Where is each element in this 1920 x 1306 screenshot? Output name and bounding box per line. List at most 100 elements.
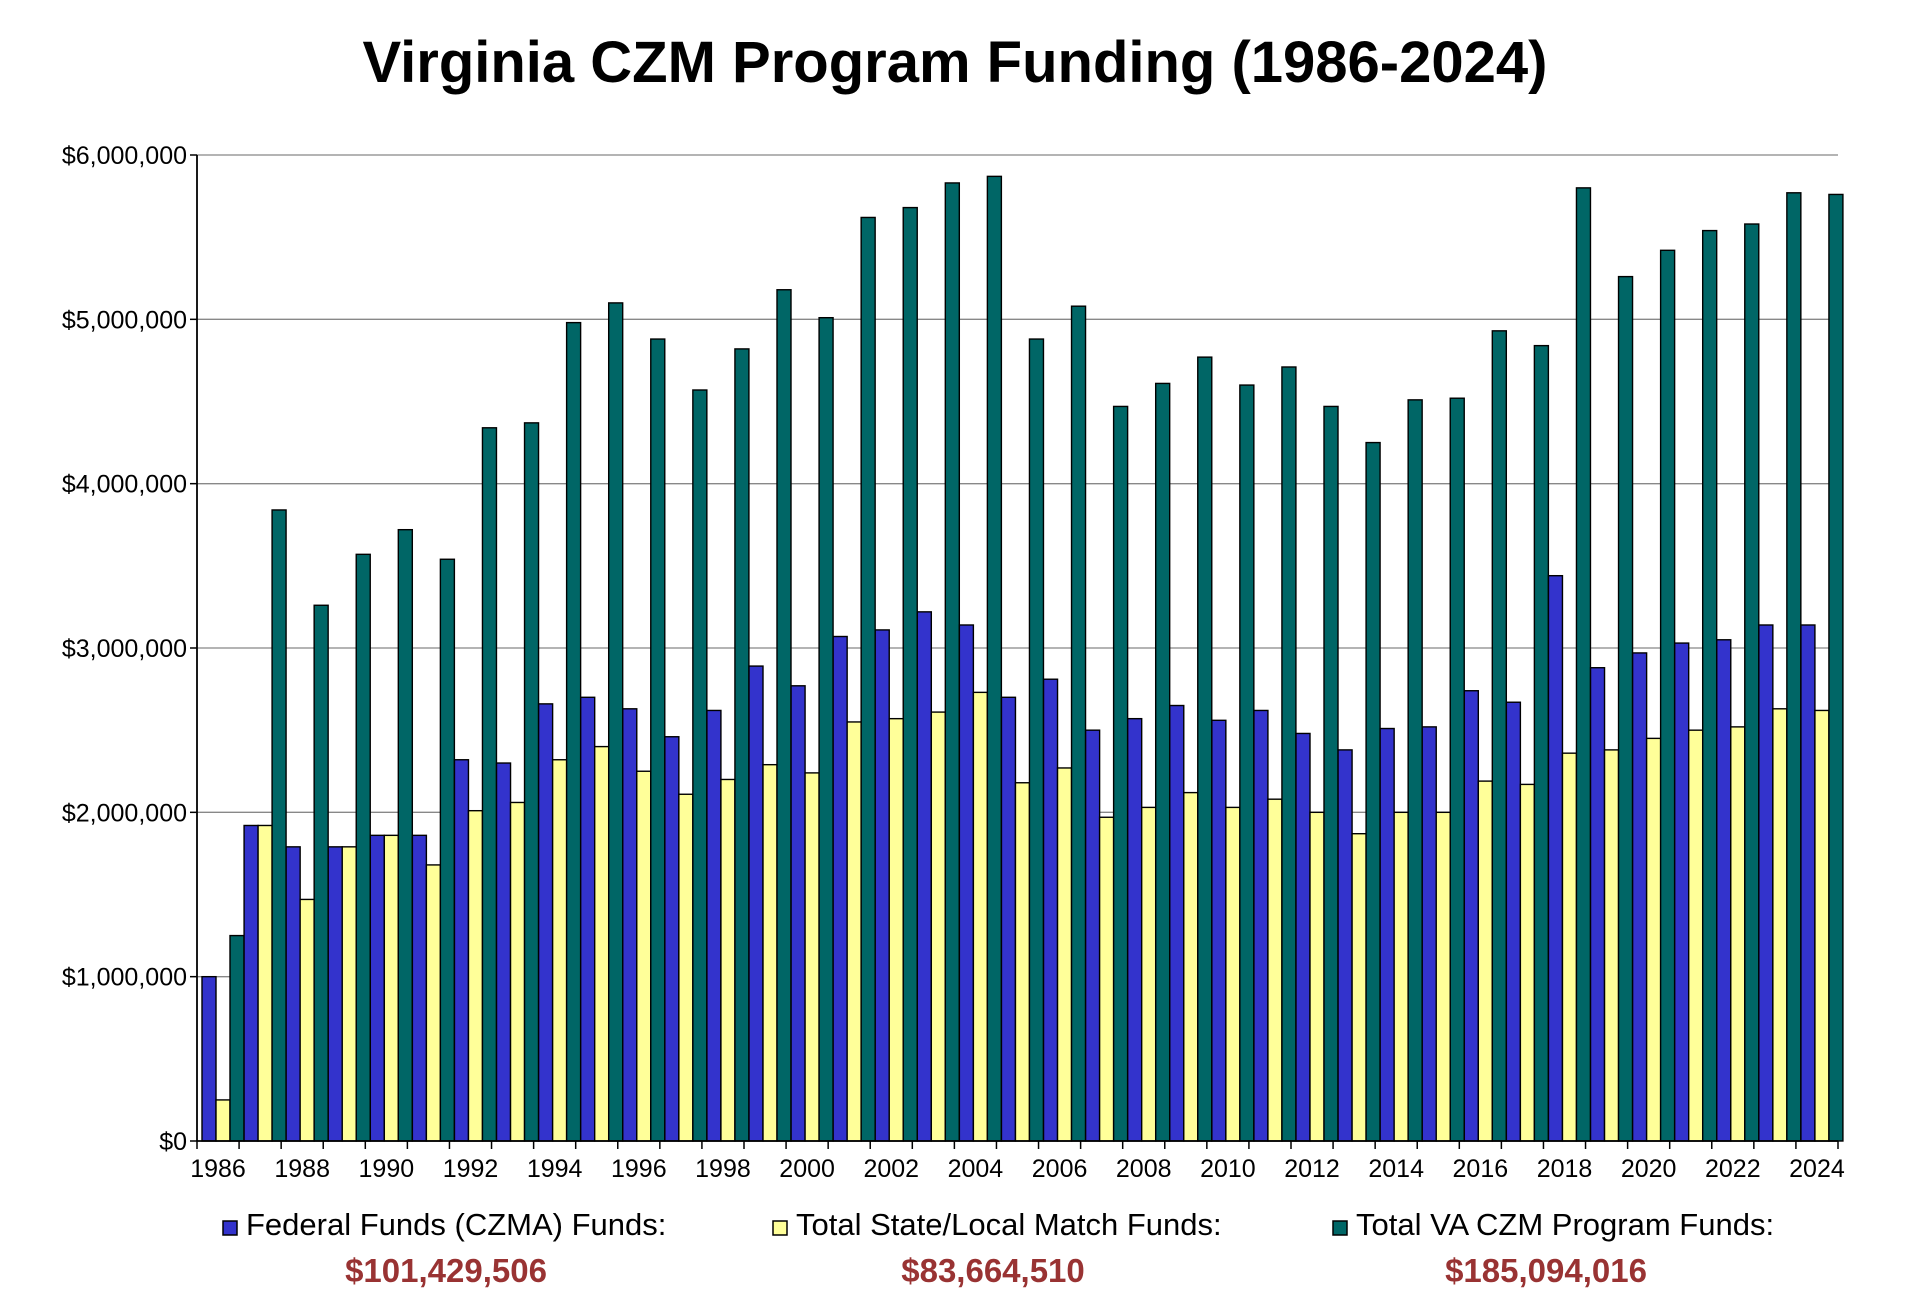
state-local-bar-2019: [1603, 749, 1620, 1142]
state-local-bar-2023: [1772, 708, 1788, 1142]
x-tick-label: 2000: [779, 1155, 835, 1183]
x-tick-label: 2010: [1200, 1155, 1256, 1183]
federal-bar-2020: [1631, 652, 1648, 1142]
federal-bar-2022: [1716, 639, 1732, 1142]
total-bar-2013: [1365, 441, 1381, 1142]
x-tick-label: 1990: [359, 1155, 415, 1183]
chart-title: Virginia CZM Program Funding (1986-2024): [363, 30, 1548, 95]
legend-item-state-local: Total State/Local Match Funds: $83,664,5…: [772, 1207, 1222, 1289]
total-bar-1994: [565, 321, 582, 1142]
federal-bar-2021: [1673, 642, 1690, 1142]
state-local-bar-1993: [509, 801, 526, 1142]
state-local-bar-1995: [593, 745, 610, 1142]
federal-bar-2007: [1084, 729, 1101, 1142]
total-bar-1990: [397, 528, 414, 1142]
x-tick-label: 1988: [274, 1155, 330, 1183]
x-tick-label: 2020: [1621, 1155, 1677, 1183]
federal-bar-2009: [1169, 704, 1185, 1142]
federal-bar-2017: [1505, 701, 1522, 1142]
federal-bar-2005: [1000, 696, 1017, 1142]
legend: Federal Funds (CZMA) Funds: $101,429,506…: [222, 1207, 1774, 1289]
federal-bar-1994: [537, 703, 554, 1142]
bar-series: [201, 175, 1844, 1142]
total-bar-2003: [944, 182, 961, 1142]
state-local-bar-2018: [1561, 752, 1578, 1142]
x-tick-label: 2014: [1368, 1155, 1424, 1183]
state-local-bar-2008: [1140, 806, 1157, 1142]
state-local-bar-2006: [1056, 767, 1073, 1142]
x-axis-ticks: 1986 1988 1990 1992 1994 1996 1998 2000 2002 2004…: [190, 1141, 1845, 1183]
x-tick-label: 2016: [1453, 1155, 1509, 1183]
federal-bar-1999: [748, 665, 764, 1142]
legend-label-state-local: Total State/Local Match Funds:: [796, 1207, 1222, 1242]
state-local-bar-2004: [972, 691, 989, 1142]
state-local-bar-1986: [215, 1099, 231, 1142]
federal-bar-1988: [285, 846, 301, 1142]
federal-bar-2004: [958, 624, 975, 1142]
total-bar-2020: [1659, 249, 1676, 1142]
state-local-bar-2009: [1183, 791, 1199, 1142]
total-bar-2024: [1828, 193, 1844, 1142]
total-bar-2010: [1239, 384, 1255, 1142]
federal-bar-2024: [1800, 624, 1816, 1142]
federal-bar-2002: [874, 629, 890, 1142]
x-tick-label: 2002: [863, 1155, 919, 1183]
legend-total-total: $185,094,016: [1445, 1252, 1647, 1289]
total-bar-1987: [271, 509, 287, 1142]
state-local-bar-1991: [425, 864, 442, 1142]
legend-swatch-state-local: [772, 1220, 788, 1236]
state-local-bar-2012: [1309, 811, 1325, 1142]
state-local-bar-2002: [888, 717, 904, 1142]
x-tick-label: 2008: [1116, 1155, 1172, 1183]
state-local-bar-2015: [1435, 811, 1451, 1142]
state-local-bar-1990: [383, 834, 400, 1142]
total-bar-1993: [523, 422, 540, 1142]
total-bar-2023: [1786, 192, 1802, 1142]
state-local-bar-2003: [930, 711, 947, 1142]
y-axis-ticks: $0 $1,000,000 $2,000,000 $3,000,000 $4,000,0…: [62, 142, 197, 1156]
total-bar-1989: [355, 553, 371, 1142]
state-local-bar-2005: [1014, 782, 1031, 1142]
federal-bar-2023: [1758, 624, 1774, 1142]
state-local-bar-2016: [1477, 780, 1494, 1142]
total-bar-2008: [1154, 382, 1171, 1142]
federal-bar-1991: [411, 834, 428, 1142]
federal-bar-1989: [327, 846, 343, 1142]
total-bar-2000: [818, 316, 834, 1142]
state-local-bar-1988: [299, 898, 315, 1142]
total-bar-2012: [1323, 405, 1339, 1142]
total-bar-2019: [1617, 275, 1634, 1142]
state-local-bar-1998: [720, 778, 736, 1142]
state-local-bar-2000: [804, 772, 820, 1142]
y-tick-label: $6,000,000: [62, 142, 187, 170]
federal-bar-1996: [622, 708, 638, 1142]
state-local-bar-2021: [1687, 729, 1704, 1142]
federal-bar-2008: [1126, 717, 1143, 1142]
total-bar-1997: [692, 389, 708, 1142]
state-local-bar-2022: [1730, 726, 1746, 1142]
legend-total-state-local: $83,664,510: [901, 1252, 1085, 1289]
total-bar-1988: [313, 604, 329, 1142]
total-bar-1991: [439, 558, 456, 1142]
total-bar-2015: [1449, 397, 1465, 1142]
federal-bar-2014: [1379, 727, 1395, 1142]
x-tick-label: 2004: [948, 1155, 1004, 1183]
state-local-bar-2001: [846, 721, 862, 1142]
x-tick-label: 1986: [190, 1155, 246, 1183]
state-local-bar-1997: [678, 793, 694, 1142]
state-local-bar-1994: [551, 759, 568, 1142]
total-bar-2002: [902, 206, 918, 1142]
y-tick-label: $4,000,000: [62, 471, 187, 499]
federal-bar-1992: [453, 759, 470, 1142]
state-local-bar-1987: [257, 824, 273, 1142]
y-tick-label: $2,000,000: [62, 799, 187, 827]
state-local-bar-2017: [1519, 783, 1536, 1142]
x-tick-label: 1992: [443, 1155, 499, 1183]
total-bar-2022: [1744, 223, 1760, 1142]
federal-bar-2018: [1547, 574, 1564, 1142]
federal-bar-2011: [1253, 709, 1269, 1142]
total-bar-1992: [481, 427, 498, 1142]
state-local-bar-2007: [1098, 816, 1115, 1142]
total-bar-2011: [1281, 366, 1297, 1142]
axes: [196, 155, 1838, 1142]
